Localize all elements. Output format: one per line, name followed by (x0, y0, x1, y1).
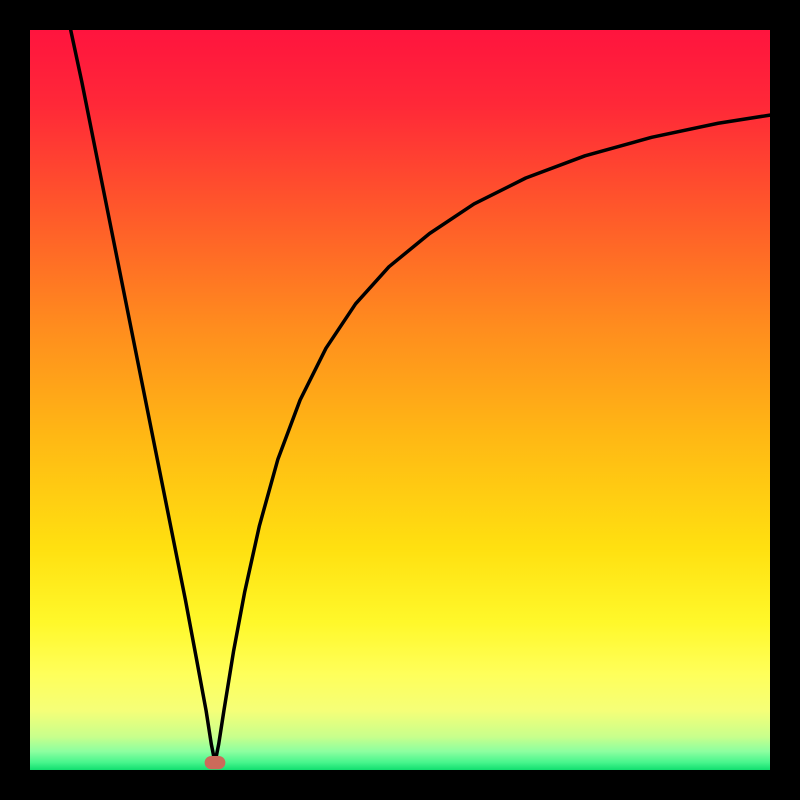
bottleneck-chart (0, 0, 800, 800)
chart-frame: TheBottleneck.com (0, 0, 800, 800)
optimal-point-marker (205, 756, 226, 769)
plot-background (30, 30, 770, 770)
